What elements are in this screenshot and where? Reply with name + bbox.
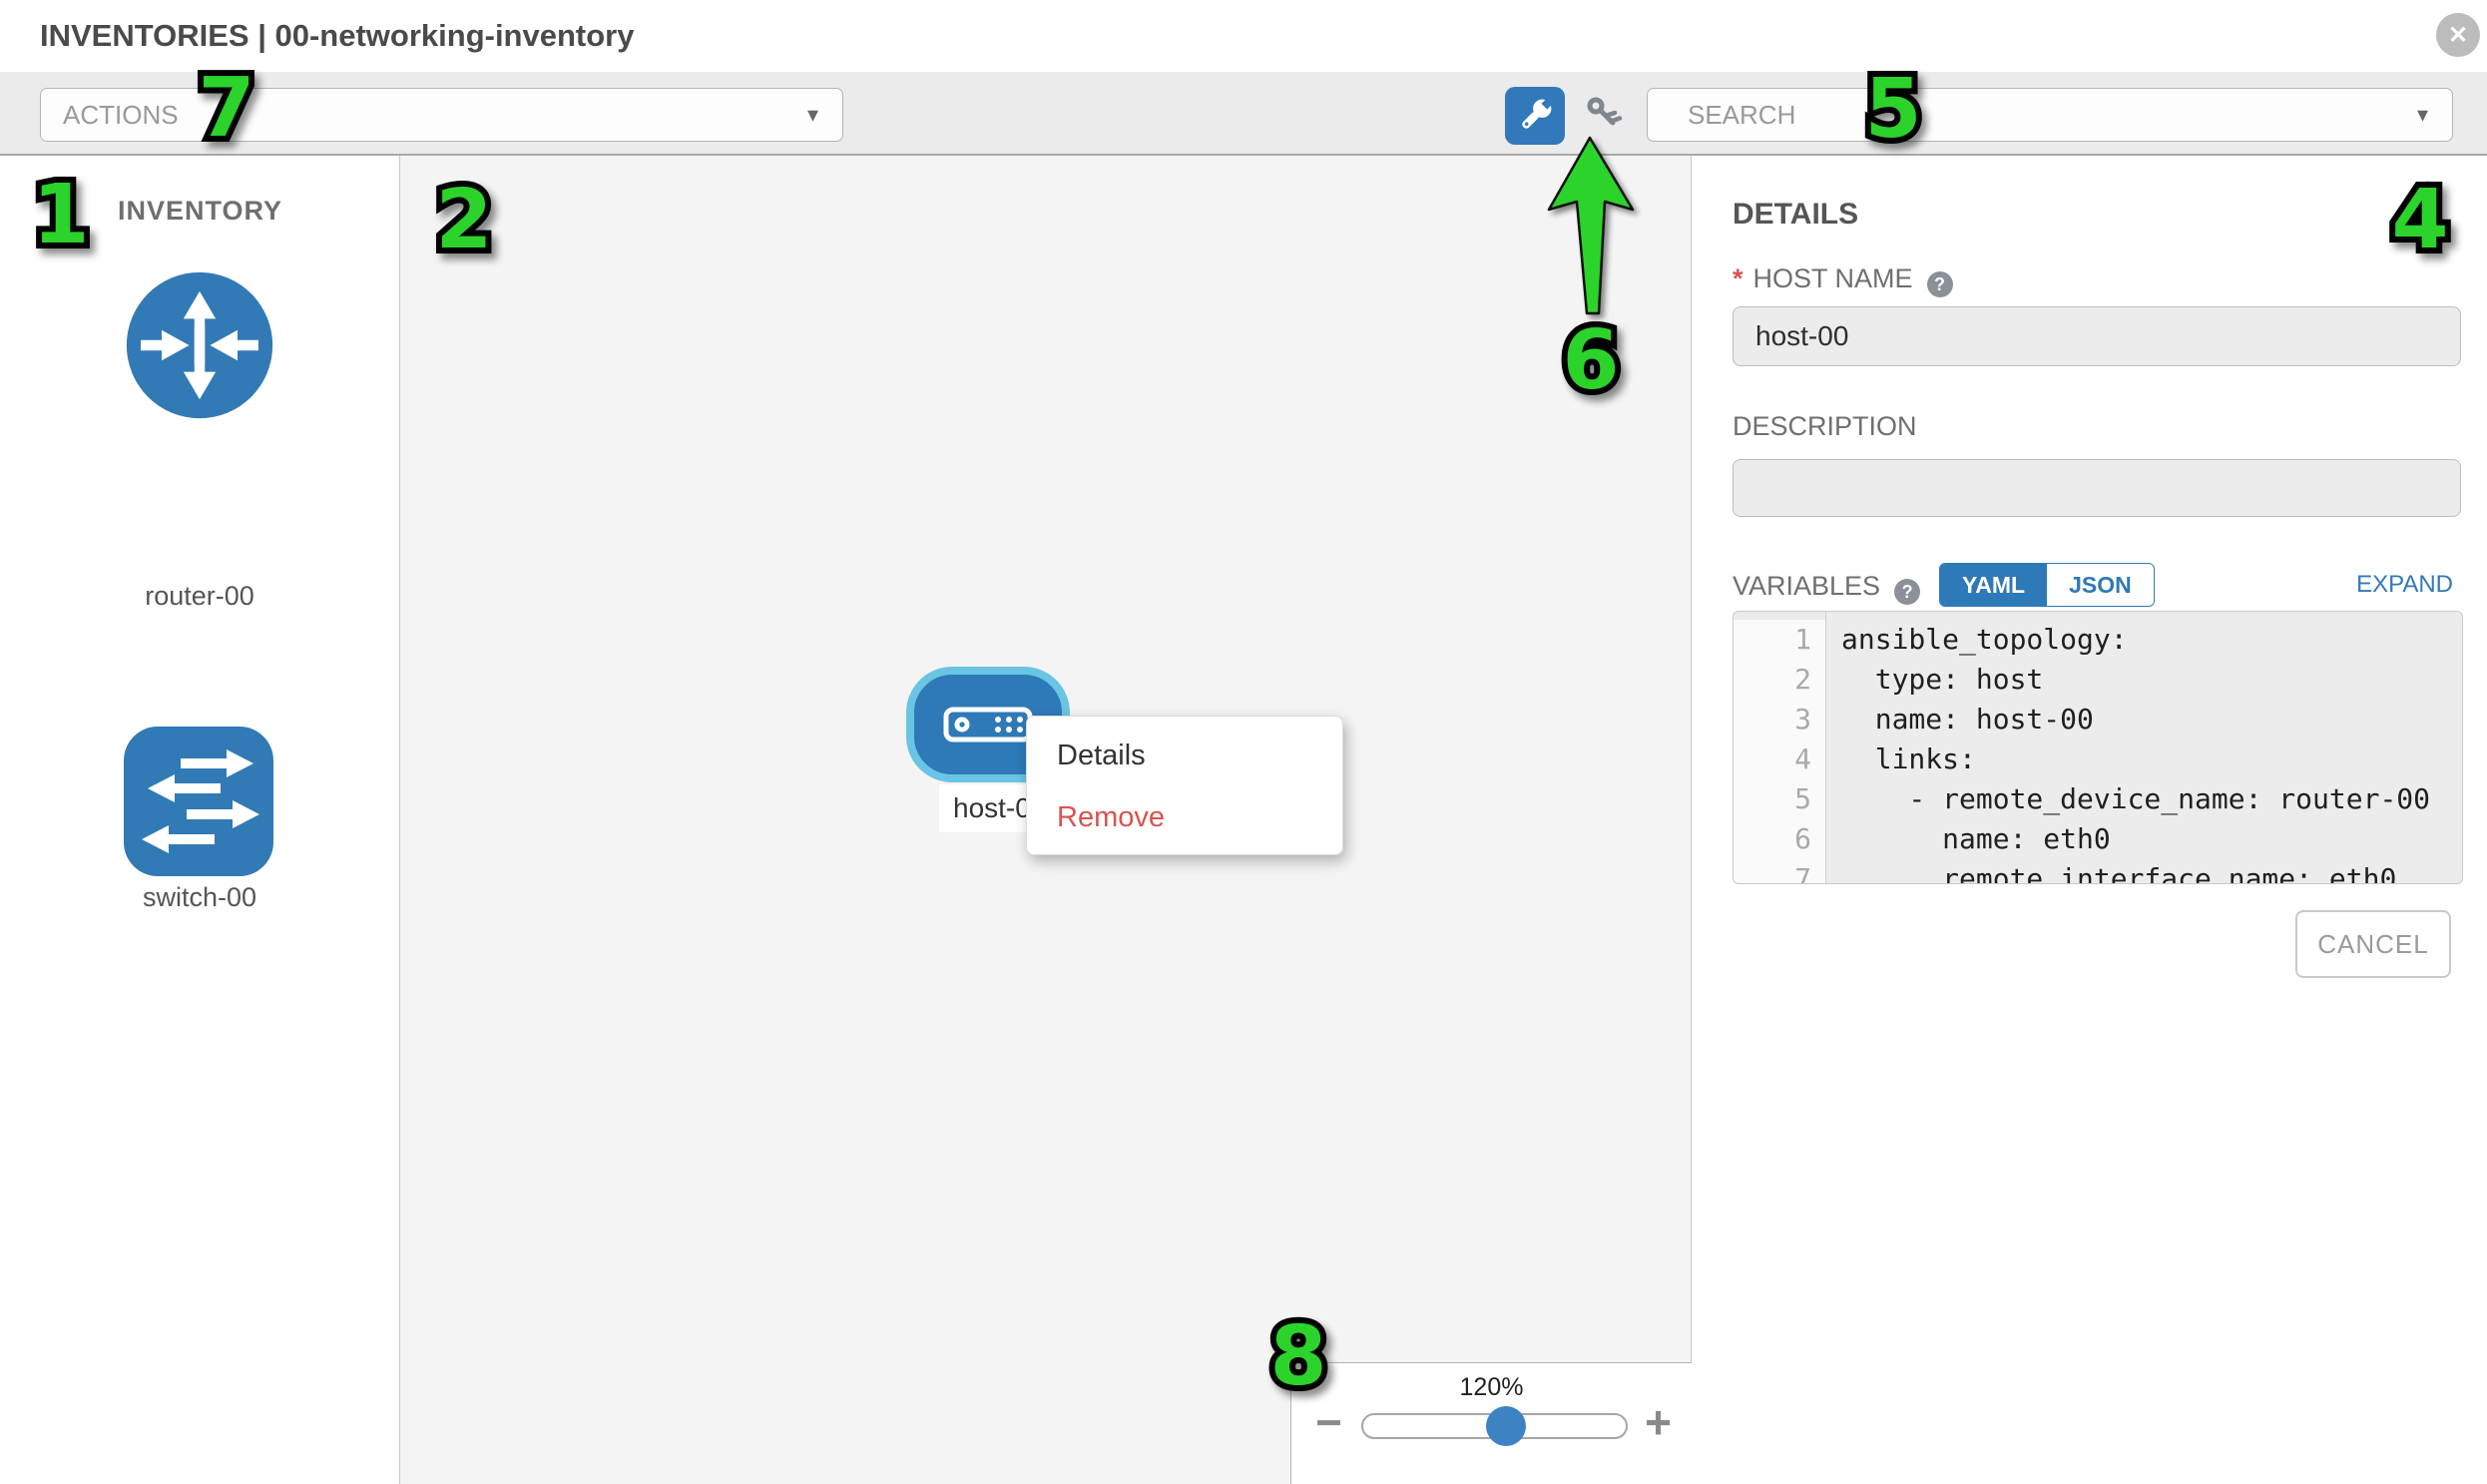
code-line: links: <box>1841 742 1976 775</box>
wrench-icon <box>1522 97 1554 129</box>
node-context-menu: Details Remove <box>1026 716 1343 855</box>
line-number: 5 <box>1734 779 1825 819</box>
line-number: 7 <box>1734 859 1825 883</box>
inventory-panel: INVENTORY router-00 switch-00 <box>0 156 400 1484</box>
help-icon[interactable]: ? <box>1894 579 1921 605</box>
router-node-label: router-00 <box>145 581 254 611</box>
tools-button[interactable] <box>1505 87 1565 145</box>
json-toggle-button[interactable]: JSON <box>2047 564 2154 606</box>
actions-dropdown[interactable]: ACTIONS ▾ <box>40 88 843 142</box>
code-line: name: host-00 <box>1841 703 2094 736</box>
variables-format-toggle: YAML JSON <box>1939 563 2155 607</box>
chevron-down-icon: ▾ <box>2416 102 2428 127</box>
line-number: 4 <box>1734 740 1825 779</box>
line-number: 6 <box>1734 819 1825 859</box>
variables-label: VARIABLES <box>1733 571 1881 601</box>
actions-dropdown-placeholder: ACTIONS <box>63 99 179 130</box>
code-line: - remote_device_name: router-00 <box>1841 782 2431 815</box>
zoom-level-value: 120% <box>1459 1373 1524 1401</box>
description-label: DESCRIPTION <box>1733 411 1917 441</box>
code-line: name: eth0 <box>1841 822 2111 855</box>
router-node[interactable] <box>124 269 275 421</box>
close-icon: ✕ <box>2447 21 2469 49</box>
variables-code-editor[interactable]: 1 ansible_topology: 2 type: host 3 name: … <box>1733 611 2463 884</box>
code-line: ansible_topology: <box>1841 623 2128 656</box>
zoom-slider-track[interactable] <box>1361 1406 1628 1446</box>
variables-row: VARIABLES? YAML JSON EXPAND <box>1733 563 2461 609</box>
code-line: type: host <box>1841 663 2044 696</box>
search-placeholder: SEARCH <box>1688 99 1796 130</box>
search-dropdown[interactable]: SEARCH ▾ <box>1647 88 2453 142</box>
help-icon[interactable]: ? <box>1926 271 1953 297</box>
toolbar: ACTIONS ▾ SEARCH ▾ <box>0 72 2487 156</box>
switch-node[interactable] <box>124 727 273 876</box>
page-title: INVENTORIES | 00-networking-inventory <box>40 18 635 53</box>
line-number: 3 <box>1734 700 1825 740</box>
description-input[interactable] <box>1733 459 2461 517</box>
gutter-divider <box>1825 612 1826 883</box>
chevron-down-icon: ▾ <box>806 102 818 127</box>
line-number: 2 <box>1734 660 1825 700</box>
expand-link[interactable]: EXPAND <box>2356 571 2453 598</box>
header: INVENTORIES | 00-networking-inventory ✕ <box>0 0 2487 72</box>
host-name-label-row: * HOST NAME? <box>1733 263 1953 297</box>
details-panel-title: DETAILS <box>1733 198 1859 231</box>
host-name-input[interactable] <box>1733 306 2461 366</box>
host-icon <box>943 707 1033 742</box>
line-number: 1 <box>1734 620 1825 660</box>
zoom-out-button[interactable]: − <box>1315 1396 1342 1448</box>
host-name-label: HOST NAME <box>1752 263 1913 293</box>
inventory-panel-title: INVENTORY <box>118 196 283 226</box>
yaml-toggle-button[interactable]: YAML <box>1940 564 2048 606</box>
context-menu-details[interactable]: Details <box>1057 740 1146 771</box>
zoom-slider-handle[interactable] <box>1486 1406 1526 1446</box>
details-panel: DETAILS * HOST NAME? DESCRIPTION VARIABLE… <box>1693 156 2487 1484</box>
cancel-button[interactable]: CANCEL <box>2295 910 2451 978</box>
switch-node-label: switch-00 <box>142 882 257 912</box>
close-button[interactable]: ✕ <box>2436 13 2480 57</box>
context-menu-remove[interactable]: Remove <box>1057 801 1165 833</box>
key-link-tool[interactable] <box>1587 97 1625 131</box>
description-label-row: DESCRIPTION <box>1733 411 1917 442</box>
zoom-in-button[interactable]: + <box>1645 1396 1672 1448</box>
code-line: remote_interface_name: eth0 <box>1841 862 2397 884</box>
required-mark: * <box>1733 263 1743 293</box>
zoom-widget: 120% − + <box>1290 1362 1692 1484</box>
